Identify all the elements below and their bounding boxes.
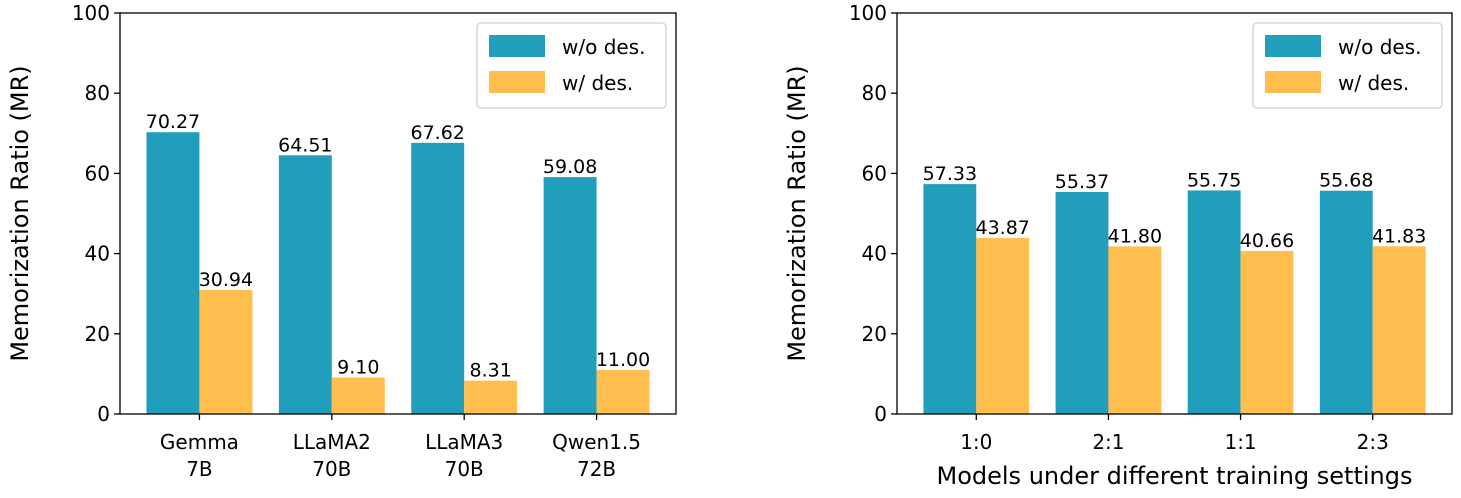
bar-w-des-0 bbox=[199, 289, 253, 414]
x-tick-label: LLaMA2 bbox=[293, 430, 371, 454]
bar-wo-des-1 bbox=[278, 155, 332, 415]
bar-w-des-3 bbox=[596, 369, 650, 414]
data-label: 59.08 bbox=[543, 156, 597, 178]
x-tick-label: 2:3 bbox=[1357, 430, 1389, 454]
legend-label: w/o des. bbox=[1338, 35, 1421, 59]
x-tick-label: 1:1 bbox=[1224, 430, 1256, 454]
data-label: 55.68 bbox=[1319, 170, 1373, 192]
plot-frame bbox=[896, 12, 1453, 415]
data-label: 11.00 bbox=[596, 349, 650, 371]
y-tick-label: 60 bbox=[85, 161, 110, 185]
y-tick-label: 0 bbox=[874, 402, 887, 426]
x-tick-label: 70B bbox=[445, 457, 484, 481]
x-tick-label: Gemma bbox=[160, 430, 239, 454]
y-axis-label: Memorization Ratio (MR) bbox=[6, 65, 34, 361]
data-label: 41.80 bbox=[1108, 225, 1162, 247]
data-label: 8.31 bbox=[470, 360, 512, 382]
bar-wo-des-0 bbox=[146, 132, 200, 415]
legend-swatch-wo-des bbox=[489, 35, 545, 57]
legend-label: w/ des. bbox=[1338, 71, 1409, 95]
data-label: 70.27 bbox=[146, 111, 200, 133]
y-axis-label: Memorization Ratio (MR) bbox=[783, 65, 811, 361]
x-axis-label: Models under different training settings bbox=[937, 462, 1413, 490]
bar-w-des-1 bbox=[331, 377, 385, 414]
data-label: 9.10 bbox=[337, 357, 379, 379]
bar-w-des-2 bbox=[1240, 250, 1294, 414]
y-tick-label: 40 bbox=[85, 242, 110, 266]
data-label: 57.33 bbox=[923, 163, 977, 185]
bar-w-des-2 bbox=[464, 380, 518, 414]
bar-wo-des-2 bbox=[1187, 190, 1241, 414]
x-tick-label: 1:0 bbox=[960, 430, 992, 454]
y-tick-label: 20 bbox=[862, 322, 887, 346]
y-tick-label: 100 bbox=[72, 1, 110, 25]
data-label: 55.37 bbox=[1055, 171, 1109, 193]
data-label: 55.75 bbox=[1187, 169, 1241, 191]
legend-label: w/ des. bbox=[562, 71, 633, 95]
y-tick-label: 80 bbox=[862, 81, 887, 105]
x-tick-label: 7B bbox=[186, 457, 212, 481]
bar-wo-des-0 bbox=[923, 184, 977, 414]
data-label: 64.51 bbox=[278, 134, 332, 156]
legend-swatch-w-des bbox=[489, 71, 545, 93]
bar-wo-des-2 bbox=[411, 142, 465, 414]
x-tick-label: LLaMA3 bbox=[425, 430, 503, 454]
data-label: 43.87 bbox=[976, 217, 1030, 239]
data-label: 40.66 bbox=[1240, 230, 1294, 252]
data-label: 30.94 bbox=[199, 269, 253, 291]
bar-w-des-3 bbox=[1372, 246, 1426, 414]
y-tick-label: 20 bbox=[85, 322, 110, 346]
bar-wo-des-1 bbox=[1055, 191, 1109, 414]
x-tick-label: 72B bbox=[577, 457, 616, 481]
y-tick-label: 0 bbox=[97, 402, 110, 426]
y-tick-label: 60 bbox=[862, 161, 887, 185]
legend-label: w/o des. bbox=[562, 35, 645, 59]
y-tick-label: 40 bbox=[862, 242, 887, 266]
bar-w-des-1 bbox=[1108, 246, 1162, 414]
x-tick-label: Qwen1.5 bbox=[552, 430, 641, 454]
right-chart: 57.33 55.37 55.75 55.68 43.87 41.80 40.66 41.83… bbox=[783, 1, 1453, 490]
data-label: 41.83 bbox=[1372, 225, 1426, 247]
bar-wo-des-3 bbox=[1319, 190, 1373, 414]
x-tick-label: 2:1 bbox=[1092, 430, 1124, 454]
legend-swatch-w-des bbox=[1265, 71, 1321, 93]
left-chart: 70.27 64.51 67.62 59.08 30.94 9.10 8.31 11.00 0 2… bbox=[6, 1, 677, 481]
y-tick-label: 80 bbox=[85, 81, 110, 105]
legend-swatch-wo-des bbox=[1265, 35, 1321, 57]
data-label: 67.62 bbox=[411, 122, 465, 144]
bar-w-des-0 bbox=[976, 238, 1030, 414]
plot-frame bbox=[119, 12, 677, 415]
y-tick-label: 100 bbox=[849, 1, 887, 25]
x-tick-label: 70B bbox=[312, 457, 351, 481]
bar-wo-des-3 bbox=[543, 177, 597, 414]
